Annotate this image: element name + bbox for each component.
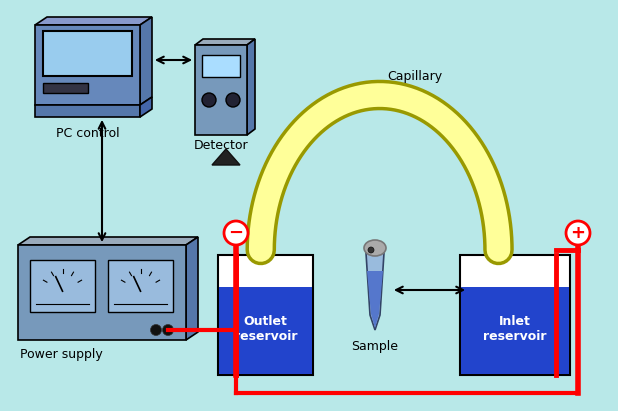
Polygon shape (247, 39, 255, 135)
Bar (460, 255, 570, 375)
Bar (195, 45, 247, 135)
Polygon shape (140, 97, 152, 117)
Bar (218, 255, 313, 375)
Bar (43, 31, 132, 76)
Bar (35, 105, 140, 117)
Polygon shape (195, 39, 255, 45)
Bar (108, 260, 173, 312)
Text: PC control: PC control (56, 127, 119, 140)
Text: Outlet
reservoir: Outlet reservoir (234, 315, 297, 344)
Text: Inlet
reservoir: Inlet reservoir (483, 315, 547, 344)
Polygon shape (367, 271, 383, 328)
Polygon shape (140, 17, 152, 105)
Circle shape (368, 247, 374, 253)
Bar (202, 55, 240, 77)
Text: +: + (570, 224, 585, 242)
Text: Power supply: Power supply (20, 348, 103, 361)
Bar (461, 287, 569, 374)
Circle shape (151, 325, 161, 335)
Bar (219, 287, 312, 374)
Text: Sample: Sample (352, 340, 399, 353)
Circle shape (202, 93, 216, 107)
Ellipse shape (364, 240, 386, 256)
Bar (30, 260, 95, 312)
Circle shape (566, 221, 590, 245)
Polygon shape (366, 253, 384, 330)
Text: Capillary: Capillary (387, 70, 443, 83)
Bar (35, 25, 140, 105)
Polygon shape (186, 237, 198, 340)
Bar (18, 245, 186, 340)
Circle shape (226, 93, 240, 107)
Polygon shape (35, 17, 152, 25)
Text: −: − (229, 224, 243, 242)
Circle shape (163, 325, 174, 335)
Text: Detector: Detector (193, 139, 248, 152)
Polygon shape (212, 149, 240, 165)
Circle shape (224, 221, 248, 245)
Bar (43, 83, 88, 93)
Polygon shape (18, 237, 198, 245)
